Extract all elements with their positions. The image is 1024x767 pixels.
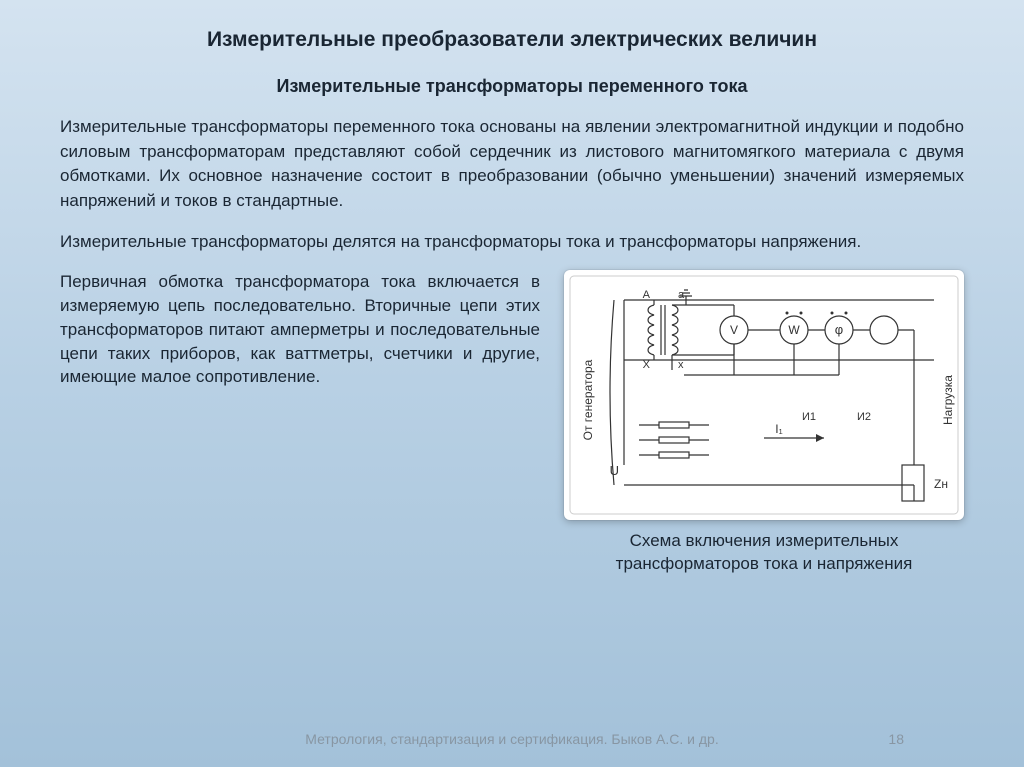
- paragraph-1: Измерительные трансформаторы переменного…: [60, 115, 964, 214]
- svg-text:a: a: [678, 289, 685, 301]
- svg-text:И2: И2: [857, 411, 871, 423]
- paragraph-2: Измерительные трансформаторы делятся на …: [60, 230, 964, 255]
- content-row: Первичная обмотка трансформатора тока вк…: [60, 270, 964, 576]
- svg-text:A: A: [643, 289, 651, 301]
- footer-text: Метрология, стандартизация и сертификаци…: [0, 731, 1024, 747]
- svg-text:X: X: [643, 359, 651, 371]
- svg-text:Нагрузка: Нагрузка: [941, 375, 955, 425]
- svg-text:W: W: [788, 323, 800, 337]
- svg-text:Zн: Zн: [934, 477, 948, 491]
- svg-text:I₁: I₁: [775, 422, 782, 436]
- svg-text:φ: φ: [835, 322, 843, 337]
- svg-text:V: V: [730, 323, 738, 337]
- main-title: Измерительные преобразователи электричес…: [60, 28, 964, 52]
- svg-text:U: U: [610, 463, 619, 478]
- diagram-caption: Схема включения измерительных трансформа…: [574, 530, 954, 576]
- diagram-column: A Xa x V Wφ И1 И2 I₁ U Zн От генератора Нагрузка Сх…: [564, 270, 964, 576]
- svg-text:От генератора: От генератора: [581, 360, 595, 441]
- subtitle: Измерительные трансформаторы переменного…: [60, 76, 964, 97]
- page-number: 18: [888, 731, 904, 747]
- svg-text:И1: И1: [802, 411, 816, 423]
- svg-text:x: x: [678, 359, 684, 371]
- paragraph-3: Первичная обмотка трансформатора тока вк…: [60, 270, 540, 389]
- slide: Измерительные преобразователи электричес…: [0, 0, 1024, 767]
- circuit-diagram: A Xa x V Wφ И1 И2 I₁ U Zн От генератора Нагрузка: [564, 270, 964, 520]
